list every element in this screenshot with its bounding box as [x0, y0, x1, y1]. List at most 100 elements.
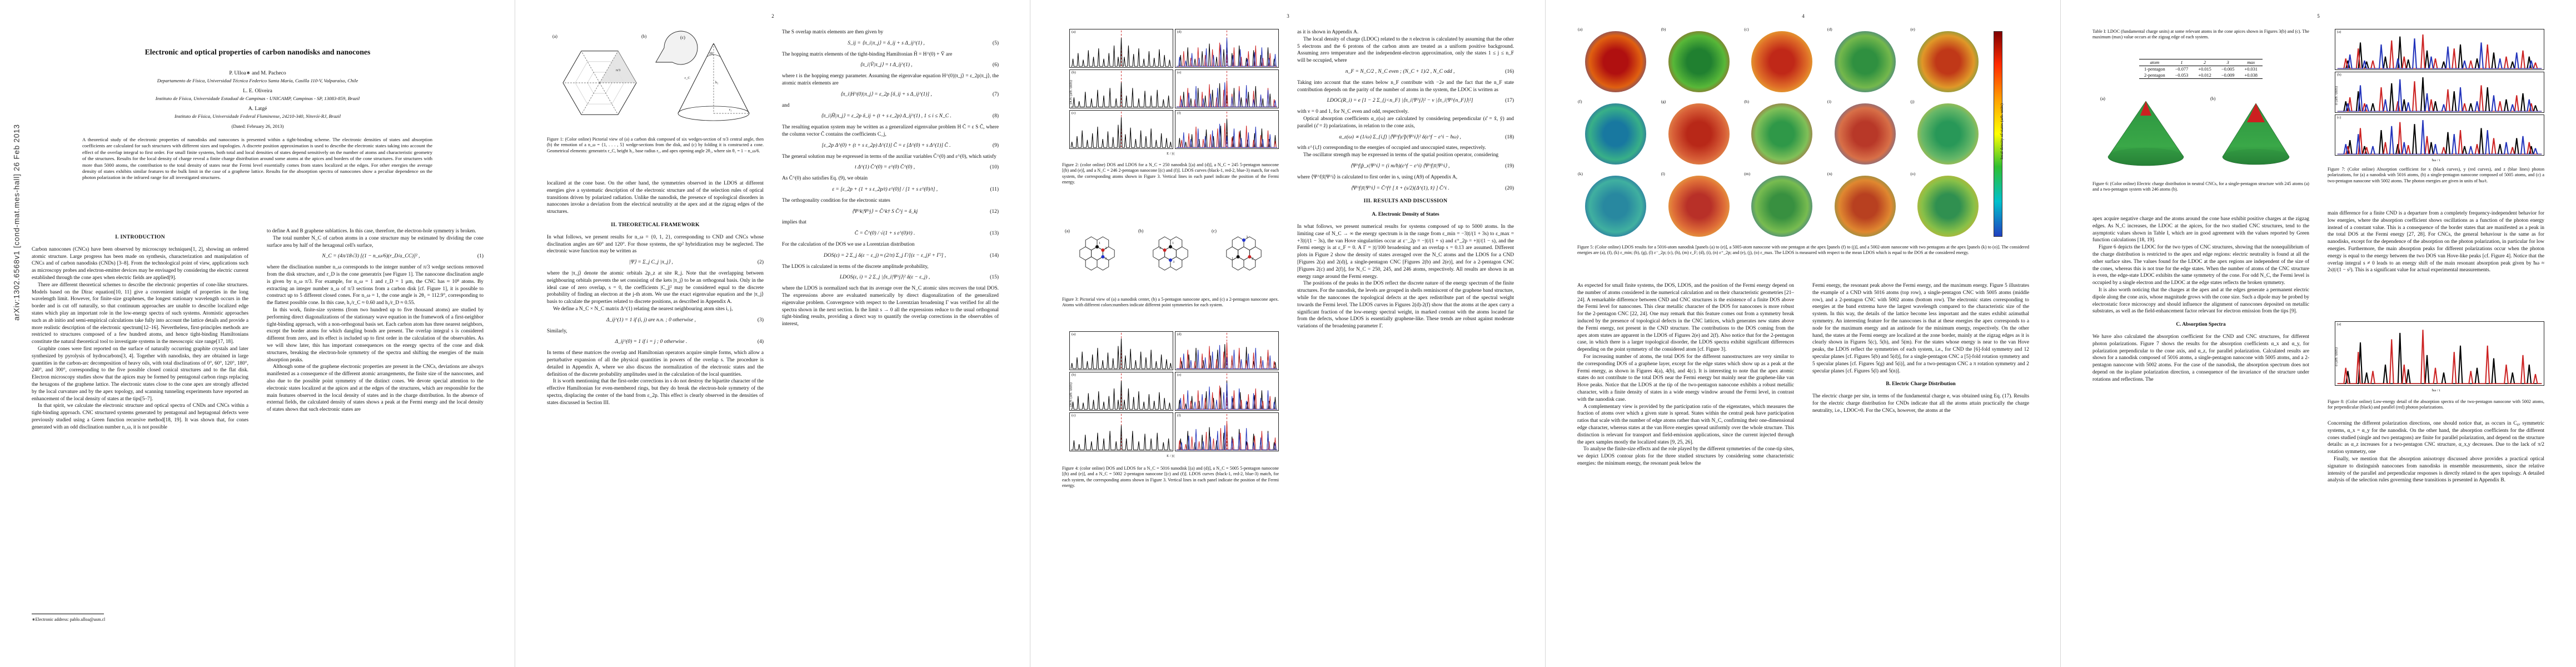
plot-panel: (f)	[1175, 110, 1279, 149]
table1-caption: Table I: LDOC (fundamental charge units)…	[2092, 29, 2309, 40]
atom-number: 2	[1252, 257, 1253, 261]
paragraph: As expected for small finite systems, th…	[1577, 283, 1794, 353]
cone-charge-map-a: (a)	[2100, 96, 2184, 166]
figure6-caption: Figure 6: (Color online) Electric charge…	[2092, 181, 2309, 192]
section-heading: II. THEORETICAL FRAMEWORK	[611, 221, 700, 228]
paragraph: The electric charge per site, in terms o…	[1812, 394, 2029, 414]
paragraph: A complementary view is provided by the …	[1577, 404, 1794, 445]
plot-panel: (d)	[1175, 29, 1279, 68]
paragraph: It is worth mentioning that the first-or…	[547, 379, 764, 406]
cone-charge-map-b: (b)	[2210, 96, 2290, 165]
page-number: 2	[771, 13, 774, 19]
paragraph: As C̄^(0) also satisfies Eq. (9), we obt…	[782, 176, 868, 182]
table-row: 2-pentagon −0.053 +0.012 −0.009 +0.038	[2139, 72, 2263, 79]
plot-panel: (c)	[1069, 110, 1173, 149]
figure1-label-b: (b)	[641, 34, 647, 39]
page5-column-left: apex acquire negative charge and the ato…	[2092, 216, 2309, 384]
panel-label: (d)	[1827, 27, 1832, 32]
ldos-disk	[1917, 176, 1979, 237]
dated-line: (Dated: February 26, 2013)	[231, 123, 284, 129]
ldos-map-panel: (b)	[1661, 27, 1738, 96]
table-cell: −0.077	[2175, 67, 2189, 72]
ldos-disk	[1917, 103, 1979, 165]
paragraph: Carbon nanocones (CNCs) have been observ…	[32, 246, 248, 281]
equation: α_ε(ω) ∝ (1/ω) Σ_{i,f} |⟨Ψ^f|ε̂·p̂|Ψ^i⟩|…	[1339, 134, 1514, 140]
table-cell: +0.038	[2244, 73, 2258, 78]
plot-panel: (a)	[2335, 29, 2544, 70]
panel-label: (e)	[1177, 373, 1182, 377]
panel-label: (d)	[1177, 30, 1182, 34]
panel-label: (f)	[1578, 99, 1582, 104]
ldos-map-panel: (a)	[1577, 27, 1655, 96]
paragraph: In this work, finite-size systems (from …	[267, 307, 484, 363]
figure1-wedge-label: π/3	[616, 68, 620, 72]
plot-panel: (a)	[1069, 331, 1173, 370]
plot-panel: (c)	[2335, 115, 2544, 156]
plot-panel: (e)	[1175, 372, 1279, 411]
page-2: 2 (a) π/3 (b)	[515, 0, 1031, 667]
ldos-disk	[1917, 31, 1979, 92]
affiliation-2: Instituto de Física, Universidade Estadu…	[155, 96, 360, 101]
equation: Δ_ij^(1) = 1 if (i, j) are n.n. ; 0 othe…	[606, 317, 764, 323]
panel-label: (c)	[2337, 116, 2341, 120]
ldos-disk	[1751, 176, 1813, 237]
ldoc-table: atom 1 2 3 max 1-pentagon −0.077 +0.015 −0.005 +0…	[2139, 59, 2263, 79]
equation: DOS(ε) = 2 Σ_j δ(ε − ε_j) ≈ (2/π) Σ_j Γ/…	[824, 252, 999, 258]
paragraph: main difference for a finite CND is a de…	[2328, 211, 2544, 273]
paragraph: For increasing number of atoms, the tota…	[1577, 354, 1794, 402]
x-axis-label: E / |t|	[1167, 454, 1174, 458]
section-heading: I. INTRODUCTION	[115, 234, 165, 240]
panel-label: (o)	[1910, 171, 1916, 176]
ldos-disk	[1585, 103, 1646, 165]
page-number: 3	[1287, 13, 1289, 19]
paragraph: To analyse the finite-size effects and t…	[1577, 446, 1794, 466]
table-cell: +0.015	[2198, 67, 2211, 72]
author-line-1: P. Ulloa∗ and M. Pacheco	[229, 70, 286, 76]
author-line-2: L. E. Oliveira	[243, 88, 272, 94]
atom-number: 3	[1246, 235, 1248, 239]
panel-label: (f)	[1177, 111, 1181, 115]
paragraph: Finally, we mention that the absorption …	[2328, 456, 2544, 484]
table-header-cell: max	[2239, 59, 2263, 66]
paragraph: We define a N_C × N_C matrix Δ^(1) relat…	[553, 306, 733, 312]
figure7-caption: Figure 7: (Color online) Absorption coef…	[2328, 167, 2544, 183]
figure-3: (a) 1 2 3 (b) 1 2 3	[1062, 216, 1279, 293]
ldos-disk	[1668, 31, 1730, 92]
subsection-heading: A. Electronic Density of States	[1372, 212, 1439, 218]
atom-number: 3	[1105, 257, 1107, 261]
ldos-map-panel: (k)	[1577, 171, 1655, 240]
paragraph: Fermi energy, the resonant peak above th…	[1812, 283, 2029, 374]
ldos-disk	[1585, 31, 1646, 92]
equation: LDOC(R_i) = e [1 − 2 Σ_{j<n_F} |⟨π_i|Ψ^j…	[1327, 98, 1514, 104]
figure6-label-a: (a)	[2100, 96, 2105, 101]
paragraph: Figure 6 depicts the LDOC for the two ty…	[2092, 245, 2309, 286]
page-number: 5	[2317, 13, 2320, 19]
page2-column-right: The S overlap matrix elements are then g…	[782, 29, 999, 328]
ldos-disk	[1751, 103, 1813, 165]
ldos-map-panel: (g)	[1661, 99, 1738, 168]
paragraph: The total number N_C of carbon atoms in …	[267, 235, 484, 248]
y-axis-label: α (arb. units)	[2334, 347, 2339, 367]
figure-7-absorption-plots: (a) (b) (c) α (arb. units) ħω / t	[2328, 29, 2544, 162]
section-heading: III. RESULTS AND DISCUSSION	[1363, 198, 1448, 205]
figure-5-ldos-maps: (a) (b) (c) (d) (e) (f) (g) (h) (i) (j) (k) (l) (m) (…	[1577, 27, 1989, 240]
panel-label: (b)	[1661, 27, 1666, 32]
panel-label: (m)	[1744, 171, 1751, 176]
figure-6: (a) (b)	[2092, 92, 2309, 177]
figure-2-dos-plots: (a) (d) (b) (e) (c) (f) DOS (arb. units) E / |t…	[1062, 29, 1279, 156]
ldos-map-panel: (f)	[1577, 99, 1655, 168]
paragraph: to define A and B graphene sublattices. …	[267, 228, 476, 234]
paragraph: localized at the cone base. On the other…	[547, 181, 764, 215]
atom-number: 2	[1105, 246, 1107, 250]
plot-panel: (e)	[1175, 69, 1279, 108]
equation: ⟨Ψ^f|x̂|Ψ^i⟩ = C̄^f† [ x̂ + (s/2){Δ^(1),…	[1351, 185, 1514, 191]
panel-label: (n)	[1827, 171, 1832, 176]
panel-label: (h)	[1744, 99, 1750, 104]
paragraph: Although some of the graphene electronic…	[267, 364, 484, 413]
table-cell: 2-pentagon	[2144, 73, 2165, 78]
equation: t Δ^(1) C̄^(0) = ε^(0) C̄^(0) , (10)	[855, 165, 999, 171]
equation: ⟨π_i|H̃|π_j⟩ = ε_2p δ_ij + (t + s ε_2p) …	[821, 113, 999, 120]
ldos-map-panel: (e)	[1910, 27, 1987, 96]
page5-column-right-lower: Concerning the different polarization di…	[2328, 420, 2544, 484]
ldos-disk	[1834, 31, 1896, 92]
